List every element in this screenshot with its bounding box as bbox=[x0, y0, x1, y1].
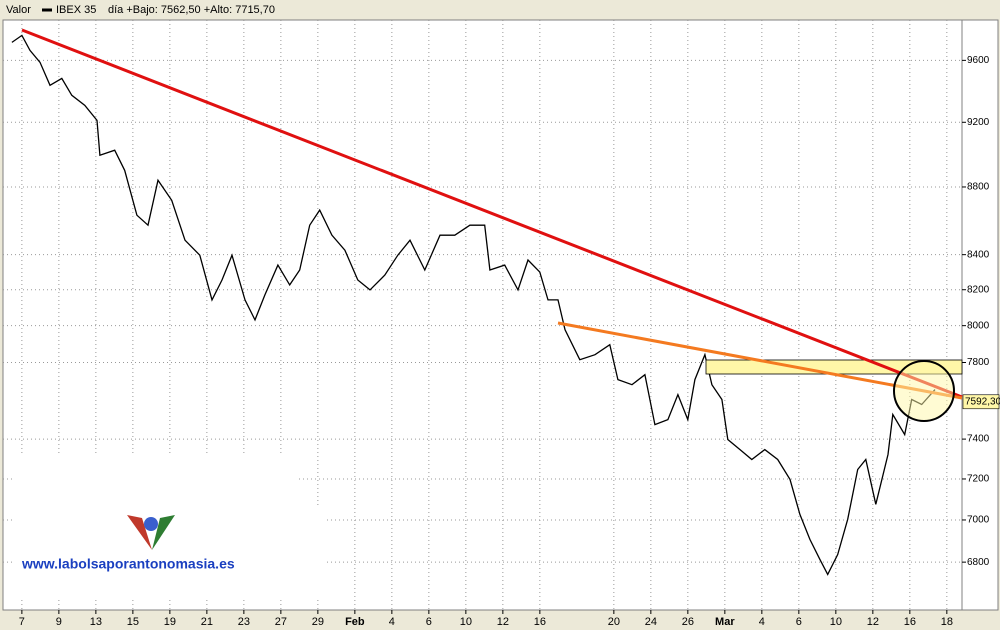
y-tick-label: 7200 bbox=[967, 474, 990, 485]
x-tick-label: 4 bbox=[389, 616, 395, 628]
x-tick-label: 16 bbox=[904, 616, 916, 628]
field-label: Valor bbox=[6, 4, 31, 16]
x-tick-label: 6 bbox=[426, 616, 432, 628]
x-tick-label: Mar bbox=[715, 616, 735, 628]
logo bbox=[127, 515, 175, 550]
x-tick-label: 10 bbox=[460, 616, 472, 628]
y-tick-label: 8000 bbox=[967, 320, 990, 331]
y-tick-label: 9600 bbox=[967, 55, 990, 66]
y-tick-label: 7400 bbox=[967, 434, 990, 445]
last-price-label: 7592,30 bbox=[965, 396, 1000, 407]
x-tick-label: 4 bbox=[759, 616, 765, 628]
x-tick-label: 12 bbox=[497, 616, 509, 628]
y-tick-label: 8200 bbox=[967, 284, 990, 295]
logo-right bbox=[152, 515, 175, 550]
price-line bbox=[11, 34, 936, 576]
x-tick-label: 27 bbox=[275, 616, 287, 628]
logo-center bbox=[144, 517, 158, 531]
y-tick-label: 6800 bbox=[967, 557, 990, 568]
highlight-circle bbox=[893, 360, 955, 422]
x-tick-label: 10 bbox=[830, 616, 842, 628]
legend-label: IBEX 35 bbox=[56, 4, 96, 16]
y-axis-area bbox=[961, 19, 999, 611]
y-tick-label: 8800 bbox=[967, 182, 990, 193]
x-tick-label: 15 bbox=[127, 616, 139, 628]
x-tick-label: 23 bbox=[238, 616, 250, 628]
x-tick-label: 12 bbox=[867, 616, 879, 628]
marks bbox=[11, 34, 936, 576]
day-range: día +Bajo: 7562,50 +Alto: 7715,70 bbox=[108, 4, 275, 16]
x-tick-label: Feb bbox=[345, 616, 365, 628]
y-tick-label: 7000 bbox=[967, 515, 990, 526]
x-tick-label: 29 bbox=[312, 616, 324, 628]
x-tick-label: 19 bbox=[164, 616, 176, 628]
x-tick-label: 18 bbox=[941, 616, 953, 628]
x-tick-label: 16 bbox=[534, 616, 546, 628]
trend-line bbox=[21, 28, 963, 399]
watermark: www.labolsaporantonomasia.es bbox=[21, 556, 235, 572]
y-tick-label: 8400 bbox=[967, 249, 990, 260]
x-tick-label: 26 bbox=[682, 616, 694, 628]
last-price-box bbox=[962, 394, 1000, 410]
logo-left bbox=[127, 515, 152, 550]
x-tick-label: 9 bbox=[56, 616, 62, 628]
x-tick-label: 6 bbox=[796, 616, 802, 628]
x-tick-label: 13 bbox=[90, 616, 102, 628]
x-tick-label: 7 bbox=[19, 616, 25, 628]
y-tick-label: 7800 bbox=[967, 357, 990, 368]
x-tick-label: 21 bbox=[201, 616, 213, 628]
x-tick-label: 24 bbox=[645, 616, 657, 628]
y-tick-label: 9200 bbox=[967, 117, 990, 128]
x-tick-label: 20 bbox=[608, 616, 620, 628]
